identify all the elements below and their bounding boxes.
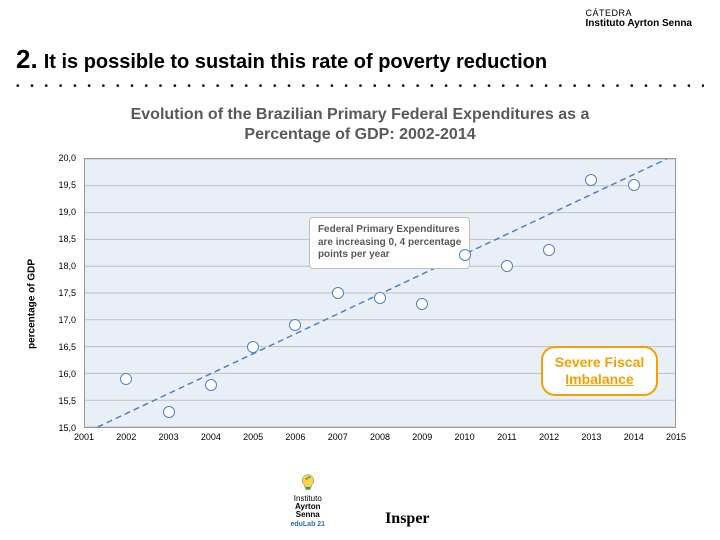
data-point [374,292,386,304]
annotation-l2: are increasing 0, 4 percentage [318,237,461,250]
x-tick-label: 2014 [624,432,644,442]
y-tick-label: 19,5 [58,180,76,190]
data-point [543,244,555,256]
data-point [416,298,428,310]
data-point [247,341,259,353]
y-tick-label: 17,0 [58,315,76,325]
bulb-icon [298,473,318,493]
plot-area: Federal Primary Expenditures are increas… [84,158,676,428]
slide-title: It is possible to sustain this rate of p… [44,51,547,74]
data-point [459,249,471,261]
brand-block: CÁTEDRA Instituto Ayrton Senna [586,8,692,29]
slide-heading: 2. It is possible to sustain this rate o… [16,44,704,75]
y-tick-label: 15,5 [58,396,76,406]
x-tick-label: 2002 [116,432,136,442]
chart-wrap: percentage of GDP 15,015,516,016,517,017… [36,154,684,454]
chart-title: Evolution of the Brazilian Primary Feder… [16,106,704,144]
data-point [628,179,640,191]
y-tick-label: 16,5 [58,342,76,352]
y-ticks: 15,015,516,016,517,017,518,018,519,019,5… [36,158,80,428]
callout-box: Severe Fiscal Imbalance [541,346,659,396]
x-tick-label: 2009 [412,432,432,442]
data-point [585,174,597,186]
x-tick-label: 2007 [328,432,348,442]
divider-dots: • • • • • • • • • • • • • • • • • • • • … [16,81,704,92]
x-tick-label: 2006 [285,432,305,442]
logo-insper: Insper [385,510,429,528]
brand-line-1: CÁTEDRA [586,8,692,18]
data-point [163,406,175,418]
callout-l1: Severe Fiscal [555,354,645,371]
chart-title-line2: Percentage of GDP: 2002-2014 [16,126,704,144]
x-tick-label: 2005 [243,432,263,442]
footer-logos: Instituto Ayrton Senna eduLab 21 Insper [0,473,720,528]
y-tick-label: 19,0 [58,207,76,217]
callout-l2: Imbalance [555,371,645,388]
x-tick-label: 2012 [539,432,559,442]
slide-number: 2. [16,44,38,75]
x-tick-label: 2008 [370,432,390,442]
y-tick-label: 18,5 [58,234,76,244]
annotation-box: Federal Primary Expenditures are increas… [309,217,470,269]
y-tick-label: 20,0 [58,153,76,163]
data-point [289,319,301,331]
annotation-l3: points per year [318,249,461,262]
data-point [332,287,344,299]
data-point [205,379,217,391]
logo-ias-edu: eduLab 21 [290,521,325,528]
chart-title-line1: Evolution of the Brazilian Primary Feder… [16,106,704,124]
y-tick-label: 18,0 [58,261,76,271]
logo-ias: Instituto Ayrton Senna eduLab 21 [290,473,325,528]
data-point [501,260,513,272]
x-tick-label: 2001 [74,432,94,442]
x-tick-label: 2003 [159,432,179,442]
y-tick-label: 16,0 [58,369,76,379]
x-tick-label: 2013 [581,432,601,442]
x-ticks: 2001200220032004200520062007200820092010… [84,430,676,446]
data-point [120,373,132,385]
x-tick-label: 2010 [455,432,475,442]
annotation-l1: Federal Primary Expenditures [318,224,461,237]
x-tick-label: 2011 [497,432,516,442]
x-tick-label: 2015 [666,432,686,442]
brand-line-2: Instituto Ayrton Senna [586,18,692,29]
slide-page: CÁTEDRA Instituto Ayrton Senna 2. It is … [0,0,720,540]
y-tick-label: 17,5 [58,288,76,298]
logo-ias-line3: Senna [290,511,325,519]
x-tick-label: 2004 [201,432,221,442]
